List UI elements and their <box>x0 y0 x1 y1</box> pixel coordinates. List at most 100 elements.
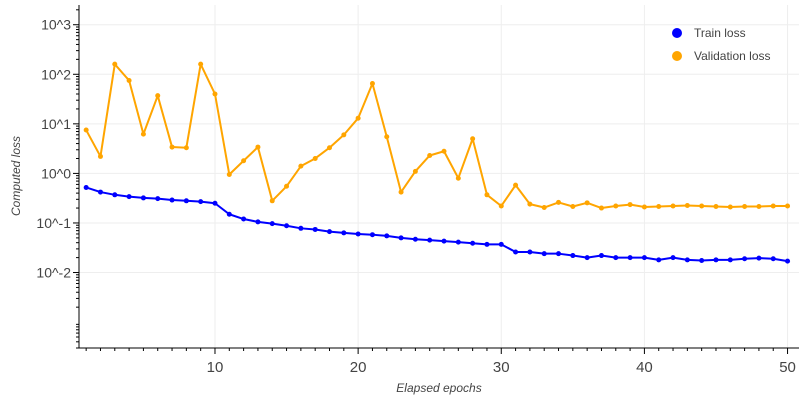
train-point <box>598 253 604 259</box>
train-point <box>713 257 719 263</box>
validation-point <box>284 183 290 189</box>
train-point <box>284 223 290 229</box>
validation-point <box>140 131 146 137</box>
train-point <box>312 226 318 232</box>
train-point <box>183 198 189 204</box>
train-point <box>326 229 332 235</box>
validation-point <box>241 158 247 164</box>
validation-point <box>455 175 461 181</box>
train-point <box>727 257 733 263</box>
train-point <box>83 184 89 190</box>
train-point <box>541 251 547 257</box>
validation-point <box>355 115 361 121</box>
train-point <box>398 235 404 241</box>
validation-point <box>641 204 647 210</box>
validation-point <box>513 182 519 188</box>
y-tick-label: 10^-2 <box>36 265 71 281</box>
y-tick-label: 10^2 <box>41 66 71 82</box>
validation-point <box>341 132 347 138</box>
y-tick-label: 10^-1 <box>36 215 71 231</box>
validation-point <box>699 203 705 209</box>
validation-point <box>670 203 676 209</box>
validation-point <box>770 203 776 209</box>
train-point <box>455 239 461 245</box>
validation-point <box>198 61 204 67</box>
validation-point <box>713 203 719 209</box>
validation-point <box>613 203 619 209</box>
validation-point <box>126 77 132 83</box>
validation-point <box>298 163 304 169</box>
validation-point <box>183 145 189 151</box>
train-point <box>484 241 490 247</box>
validation-point <box>441 148 447 154</box>
train-point <box>241 216 247 222</box>
validation-point <box>369 81 375 87</box>
train-point <box>613 255 619 261</box>
train-point <box>742 256 748 262</box>
validation-point <box>556 199 562 205</box>
train-point <box>670 255 676 261</box>
validation-point <box>155 93 161 99</box>
train-point <box>140 195 146 201</box>
train-point <box>441 238 447 244</box>
train-point <box>556 251 562 257</box>
train-point <box>412 236 418 242</box>
validation-point <box>756 203 762 209</box>
train-point <box>269 221 275 227</box>
legend-validation-marker <box>672 51 682 61</box>
x-tick-label: 20 <box>350 359 367 376</box>
train-point <box>570 253 576 259</box>
y-tick-label: 10^3 <box>41 17 71 33</box>
validation-point <box>169 144 175 150</box>
y-ticks: 10^-2 10^-1 10^0 10^1 10^2 10^3 <box>36 9 79 349</box>
x-axis-title: Elapsed epochs <box>396 381 481 395</box>
train-point <box>470 240 476 246</box>
validation-point <box>498 203 504 209</box>
train-point <box>198 199 204 205</box>
train-point <box>785 258 791 264</box>
validation-point <box>470 136 476 142</box>
legend-train-label: Train loss <box>694 26 746 40</box>
y-axis-title: Computed loss <box>9 136 23 216</box>
validation-point <box>727 204 733 210</box>
validation-point <box>412 168 418 174</box>
validation-point <box>541 205 547 211</box>
validation-point <box>598 205 604 211</box>
validation-point <box>785 203 791 209</box>
x-ticks: 10 20 30 40 50 <box>85 348 796 376</box>
train-point <box>155 196 161 202</box>
x-tick-label: 40 <box>636 359 653 376</box>
train-point <box>770 256 776 262</box>
validation-point <box>269 198 275 204</box>
train-point <box>369 232 375 238</box>
validation-point <box>684 203 690 209</box>
plot-background <box>79 5 799 348</box>
train-point <box>498 241 504 247</box>
train-point <box>584 255 590 261</box>
train-point <box>212 200 218 206</box>
validation-point <box>398 189 404 195</box>
train-point <box>255 219 261 225</box>
validation-point <box>83 127 89 133</box>
x-tick-label: 30 <box>493 359 510 376</box>
legend: Train loss Validation loss <box>672 26 771 63</box>
validation-point <box>112 61 118 67</box>
legend-validation-label: Validation loss <box>694 49 771 63</box>
train-point <box>341 230 347 236</box>
validation-point <box>484 192 490 198</box>
grid <box>79 5 799 348</box>
validation-point <box>384 134 390 140</box>
train-point <box>226 211 232 217</box>
train-point <box>756 255 762 261</box>
validation-point <box>656 203 662 209</box>
train-point <box>627 255 633 261</box>
validation-point <box>226 172 232 178</box>
train-point <box>656 257 662 263</box>
validation-point <box>312 155 318 161</box>
train-point <box>513 249 519 255</box>
train-point <box>126 194 132 200</box>
train-point <box>427 237 433 243</box>
validation-point <box>427 152 433 158</box>
validation-point <box>527 201 533 207</box>
